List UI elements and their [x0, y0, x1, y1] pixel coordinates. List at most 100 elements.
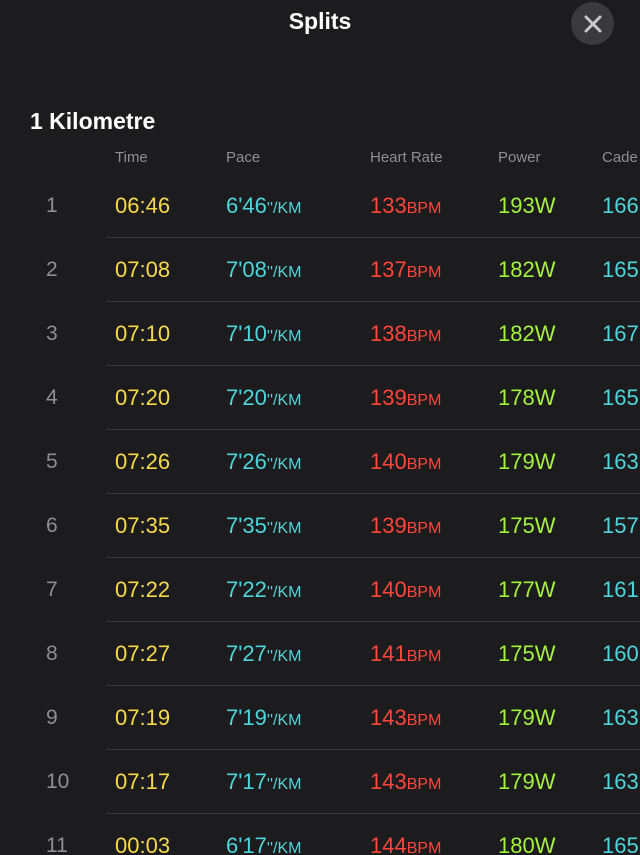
split-cadence: 163	[602, 769, 639, 794]
column-header-heart-rate: Heart Rate	[370, 149, 443, 166]
row-divider	[106, 237, 640, 238]
column-header-power: Power	[498, 149, 541, 166]
row-divider	[106, 749, 640, 750]
split-pace-value: 7'10	[226, 321, 267, 346]
split-power: 182W	[498, 256, 555, 284]
split-pace-value: 6'46	[226, 193, 267, 218]
split-row: 9 07:19 7'19''/KM 143BPM 179W 163	[0, 686, 640, 750]
split-index: 6	[46, 514, 58, 537]
split-heart-rate: 137BPM	[370, 256, 441, 287]
row-divider	[106, 621, 640, 622]
heart-rate-unit: BPM	[406, 456, 442, 473]
split-heart-rate: 139BPM	[370, 512, 441, 543]
pace-unit: ''/KM	[266, 264, 302, 281]
split-pace: 7'35''/KM	[226, 512, 301, 543]
split-power: 179W	[498, 704, 555, 732]
split-cadence: 163	[602, 705, 639, 730]
split-pace: 7'19''/KM	[226, 704, 301, 735]
split-power-value: 182	[498, 257, 535, 282]
split-heart-rate-value: 144	[370, 833, 407, 855]
split-heart-rate: 143BPM	[370, 704, 441, 735]
split-heart-rate-value: 139	[370, 385, 407, 410]
split-power-value: 179	[498, 449, 535, 474]
split-time: 00:03	[115, 833, 171, 855]
split-time: 07:10	[115, 321, 171, 346]
split-pace-value: 7'20	[226, 385, 267, 410]
split-power-value: 175	[498, 513, 535, 538]
split-heart-rate-value: 139	[370, 513, 407, 538]
heart-rate-unit: BPM	[406, 200, 442, 217]
split-pace-value: 7'27	[226, 641, 267, 666]
split-index: 10	[46, 770, 70, 793]
split-pace: 7'08''/KM	[226, 256, 301, 287]
power-unit: W	[534, 257, 556, 282]
split-heart-rate-value: 140	[370, 577, 407, 602]
pace-unit: ''/KM	[266, 200, 302, 217]
close-button[interactable]	[571, 2, 614, 45]
split-heart-rate-value: 143	[370, 705, 407, 730]
split-row: 3 07:10 7'10''/KM 138BPM 182W 167	[0, 302, 640, 366]
split-power: 179W	[498, 768, 555, 796]
split-pace-value: 7'22	[226, 577, 267, 602]
split-index: 2	[46, 258, 58, 281]
split-time: 07:19	[115, 705, 171, 730]
split-index: 4	[46, 386, 58, 409]
split-time: 07:08	[115, 257, 171, 282]
pace-unit: ''/KM	[266, 776, 302, 793]
split-pace-value: 7'35	[226, 513, 267, 538]
split-time: 07:17	[115, 769, 171, 794]
split-power: 178W	[498, 384, 555, 412]
split-row: 4 07:20 7'20''/KM 139BPM 178W 165	[0, 366, 640, 430]
row-divider	[106, 365, 640, 366]
split-pace-value: 7'19	[226, 705, 267, 730]
split-time: 07:20	[115, 385, 171, 410]
split-power: 175W	[498, 512, 555, 540]
pace-unit: ''/KM	[266, 392, 302, 409]
split-row: 1 06:46 6'46''/KM 133BPM 193W 166	[0, 174, 640, 238]
split-power: 193W	[498, 192, 555, 220]
split-heart-rate-value: 140	[370, 449, 407, 474]
heart-rate-unit: BPM	[406, 264, 442, 281]
split-heart-rate-value: 143	[370, 769, 407, 794]
split-pace-value: 7'26	[226, 449, 267, 474]
split-time: 07:26	[115, 449, 171, 474]
split-pace: 7'10''/KM	[226, 320, 301, 351]
row-divider	[106, 493, 640, 494]
split-row: 11 00:03 6'17''/KM 144BPM 180W 165	[0, 814, 640, 855]
split-pace-value: 7'08	[226, 257, 267, 282]
pace-unit: ''/KM	[266, 520, 302, 537]
split-cadence: 165	[602, 385, 639, 410]
column-header-time: Time	[115, 149, 148, 166]
heart-rate-unit: BPM	[406, 584, 442, 601]
split-power-value: 180	[498, 833, 535, 855]
split-heart-rate-value: 133	[370, 193, 407, 218]
split-cadence: 161	[602, 577, 639, 602]
power-unit: W	[534, 513, 556, 538]
split-cadence: 160	[602, 641, 639, 666]
row-divider	[106, 813, 640, 814]
split-index: 7	[46, 578, 58, 601]
split-row: 10 07:17 7'17''/KM 143BPM 179W 163	[0, 750, 640, 814]
power-unit: W	[534, 769, 556, 794]
split-power: 182W	[498, 320, 555, 348]
split-heart-rate: 144BPM	[370, 832, 441, 855]
split-power-value: 179	[498, 705, 535, 730]
heart-rate-unit: BPM	[406, 776, 442, 793]
split-index: 3	[46, 322, 58, 345]
page-title: Splits	[288, 8, 352, 34]
split-row: 7 07:22 7'22''/KM 140BPM 177W 161	[0, 558, 640, 622]
split-heart-rate: 140BPM	[370, 576, 441, 607]
split-heart-rate: 140BPM	[370, 448, 441, 479]
split-pace-value: 7'17	[226, 769, 267, 794]
split-pace: 6'46''/KM	[226, 192, 301, 223]
split-heart-rate: 133BPM	[370, 192, 441, 223]
split-power-value: 182	[498, 321, 535, 346]
split-pace: 6'17''/KM	[226, 832, 301, 855]
splits-list[interactable]: 1 06:46 6'46''/KM 133BPM 193W 166 2 07:08 7'08''…	[0, 174, 640, 855]
column-header-pace: Pace	[226, 149, 261, 166]
power-unit: W	[534, 833, 556, 855]
section-title: 1 Kilometre	[30, 108, 156, 134]
heart-rate-unit: BPM	[406, 712, 442, 729]
split-power-value: 177	[498, 577, 535, 602]
